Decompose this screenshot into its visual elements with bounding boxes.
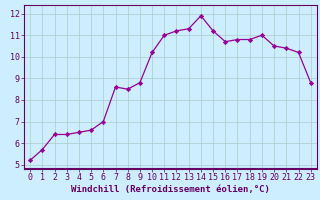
X-axis label: Windchill (Refroidissement éolien,°C): Windchill (Refroidissement éolien,°C) [71, 185, 270, 194]
